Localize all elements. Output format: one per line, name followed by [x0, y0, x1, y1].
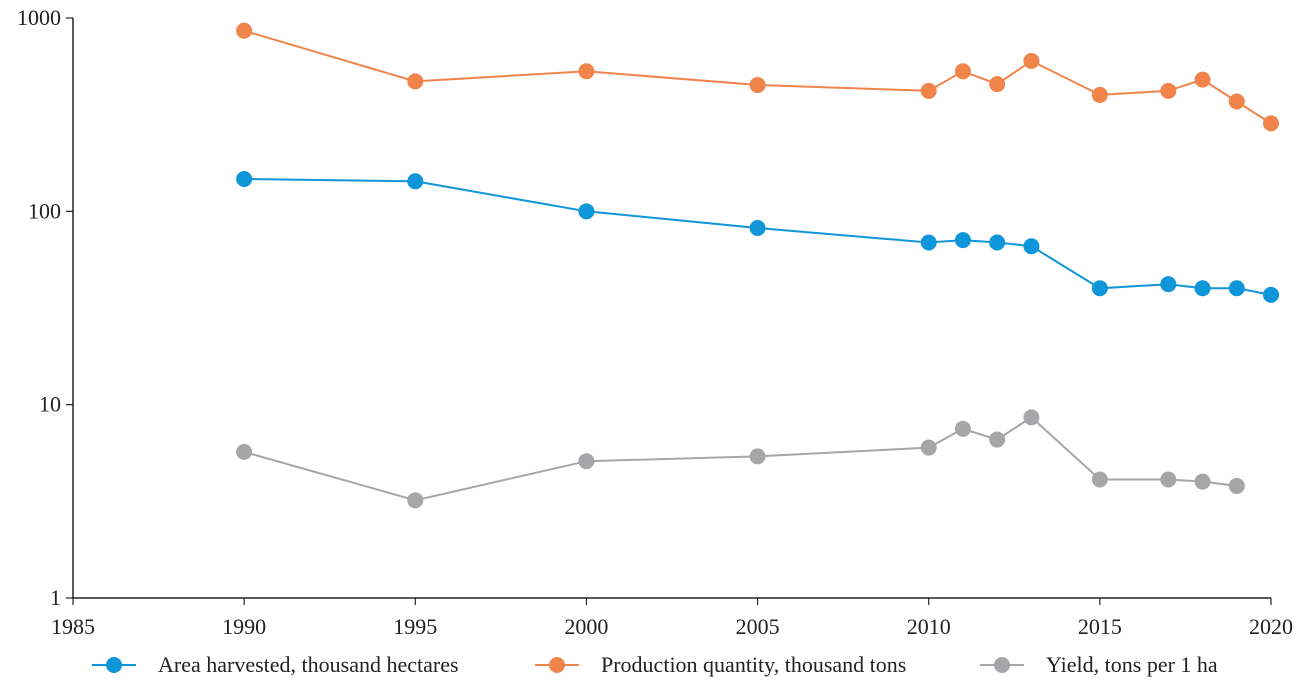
- x-tick-label: 2000: [564, 614, 608, 639]
- legend-item: Production quantity, thousand tons: [535, 652, 906, 677]
- x-tick-label: 1995: [393, 614, 437, 639]
- data-point: [954, 420, 971, 437]
- data-point: [749, 77, 766, 94]
- series-layer: [236, 22, 1279, 509]
- legend-label: Production quantity, thousand tons: [601, 652, 906, 677]
- data-point: [1023, 238, 1040, 255]
- data-point: [1228, 477, 1245, 494]
- data-point: [1194, 71, 1211, 88]
- x-tick-label: 1990: [222, 614, 266, 639]
- data-point: [1194, 473, 1211, 490]
- legend-label: Area harvested, thousand hectares: [158, 652, 459, 677]
- legend-item: Area harvested, thousand hectares: [92, 652, 459, 677]
- data-point: [1228, 280, 1245, 297]
- data-point: [989, 234, 1006, 251]
- data-point: [1194, 280, 1211, 297]
- axes: [72, 18, 1271, 599]
- data-point: [1091, 86, 1108, 103]
- data-point: [236, 22, 253, 39]
- x-tick-label: 2005: [736, 614, 780, 639]
- data-point: [1160, 471, 1177, 488]
- legend: Area harvested, thousand hectares Product…: [92, 652, 1218, 677]
- legend-item: Yield, tons per 1 ha: [980, 652, 1218, 677]
- y-tick-label: 1: [50, 585, 61, 610]
- data-point: [236, 443, 253, 460]
- data-point: [1091, 280, 1108, 297]
- data-point: [749, 219, 766, 236]
- data-point: [1263, 115, 1279, 132]
- data-point: [407, 73, 424, 90]
- x-tick-label: 2020: [1249, 614, 1293, 639]
- data-point: [989, 431, 1006, 448]
- series-line: [244, 178, 1272, 296]
- series-0: [236, 170, 1279, 303]
- data-point: [1023, 409, 1040, 426]
- legend-marker: [994, 657, 1010, 673]
- data-point: [1263, 286, 1279, 303]
- data-point: [1160, 276, 1177, 293]
- data-point: [954, 232, 971, 249]
- series-2: [236, 409, 1245, 509]
- y-tick-label: 10: [39, 392, 61, 417]
- x-tick-label: 1985: [51, 614, 95, 639]
- x-tick-label: 2015: [1078, 614, 1122, 639]
- legend-marker: [549, 657, 565, 673]
- x-tick-label: 2010: [907, 614, 951, 639]
- legend-marker: [106, 657, 122, 673]
- legend-label: Yield, tons per 1 ha: [1046, 652, 1218, 677]
- series-1: [236, 22, 1279, 132]
- data-point: [407, 173, 424, 190]
- data-point: [407, 492, 424, 509]
- data-point: [1023, 52, 1040, 69]
- data-point: [1228, 93, 1245, 110]
- data-point: [578, 453, 595, 470]
- ticks: 1985 1990 1995 2000 2005 2010 2015 2020 1 10 100 10…: [17, 5, 1293, 639]
- series-line: [243, 416, 1237, 502]
- data-point: [578, 203, 595, 220]
- data-point: [236, 170, 253, 187]
- data-point: [920, 82, 937, 99]
- data-point: [920, 439, 937, 456]
- y-tick-label: 100: [28, 198, 61, 223]
- y-tick-label: 1000: [17, 5, 61, 30]
- data-point: [578, 63, 595, 80]
- data-point: [749, 448, 766, 465]
- data-point: [954, 63, 971, 80]
- data-point: [1091, 471, 1108, 488]
- data-point: [1160, 82, 1177, 99]
- data-point: [920, 234, 937, 251]
- data-point: [989, 76, 1006, 93]
